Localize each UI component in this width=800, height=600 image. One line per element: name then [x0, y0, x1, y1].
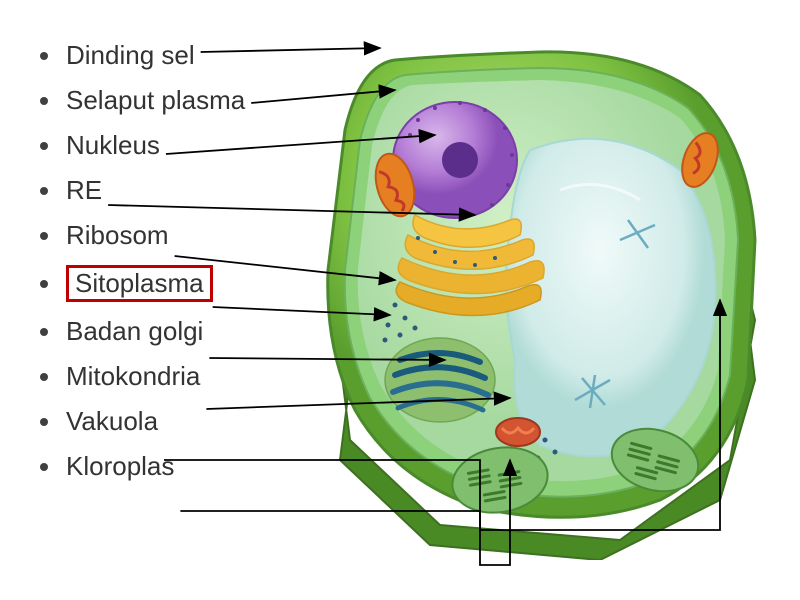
label-text: Vakuola	[66, 406, 158, 437]
label-text: Badan golgi	[66, 316, 203, 347]
bullet-icon	[40, 328, 48, 336]
label-text: Mitokondria	[66, 361, 200, 392]
bullet-icon	[40, 187, 48, 195]
label-row: Mitokondria	[40, 361, 245, 392]
label-text: Nukleus	[66, 130, 160, 161]
bullet-icon	[40, 142, 48, 150]
bullet-icon	[40, 280, 48, 288]
label-row: Badan golgi	[40, 316, 245, 347]
label-list: Dinding sel Selaput plasma Nukleus RE Riboso…	[40, 40, 245, 496]
label-row: RE	[40, 175, 245, 206]
label-row: Sitoplasma	[40, 265, 245, 302]
plant-cell-diagram	[300, 40, 770, 560]
label-row: Nukleus	[40, 130, 245, 161]
mitochondrion-3	[496, 418, 540, 446]
label-text: Ribosom	[66, 220, 169, 251]
label-text: Sitoplasma	[66, 265, 213, 302]
label-text: RE	[66, 175, 102, 206]
bullet-icon	[40, 418, 48, 426]
label-row: Ribosom	[40, 220, 245, 251]
label-text: Kloroplas	[66, 451, 174, 482]
label-row: Dinding sel	[40, 40, 245, 71]
bullet-icon	[40, 97, 48, 105]
nucleolus	[442, 142, 478, 178]
cell-svg	[300, 40, 770, 560]
bullet-icon	[40, 52, 48, 60]
bullet-icon	[40, 373, 48, 381]
label-text: Dinding sel	[66, 40, 195, 71]
label-row: Kloroplas	[40, 451, 245, 482]
golgi-apparatus	[385, 338, 495, 422]
label-row: Selaput plasma	[40, 85, 245, 116]
label-text: Selaput plasma	[66, 85, 245, 116]
bullet-icon	[40, 463, 48, 471]
label-row: Vakuola	[40, 406, 245, 437]
bullet-icon	[40, 232, 48, 240]
